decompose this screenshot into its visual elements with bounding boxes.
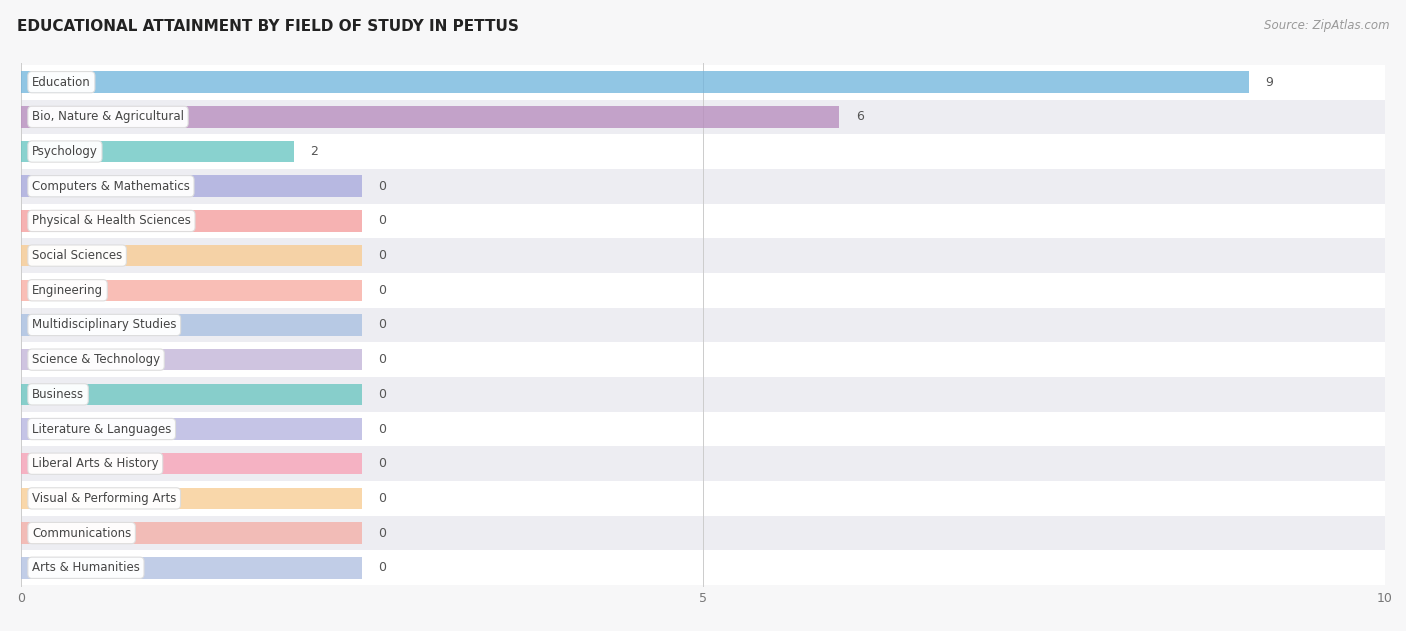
Bar	[21, 418, 363, 440]
Text: Computers & Mathematics: Computers & Mathematics	[32, 180, 190, 192]
Bar	[21, 557, 363, 579]
Bar	[21, 175, 363, 197]
Bar	[21, 384, 363, 405]
Text: 0: 0	[378, 284, 387, 297]
Text: Science & Technology: Science & Technology	[32, 353, 160, 366]
Bar	[21, 314, 363, 336]
Bar	[21, 446, 1385, 481]
Text: 0: 0	[378, 388, 387, 401]
Bar	[21, 308, 1385, 342]
Text: Physical & Health Sciences: Physical & Health Sciences	[32, 215, 191, 227]
Bar	[21, 141, 294, 162]
Text: Visual & Performing Arts: Visual & Performing Arts	[32, 492, 176, 505]
Text: Bio, Nature & Agricultural: Bio, Nature & Agricultural	[32, 110, 184, 123]
Text: Communications: Communications	[32, 527, 131, 540]
Text: EDUCATIONAL ATTAINMENT BY FIELD OF STUDY IN PETTUS: EDUCATIONAL ATTAINMENT BY FIELD OF STUDY…	[17, 19, 519, 34]
Bar	[21, 169, 1385, 204]
Text: 0: 0	[378, 457, 387, 470]
Bar	[21, 106, 839, 127]
Text: Engineering: Engineering	[32, 284, 103, 297]
Text: Education: Education	[32, 76, 91, 89]
Text: 0: 0	[378, 215, 387, 227]
Text: Multidisciplinary Studies: Multidisciplinary Studies	[32, 319, 177, 331]
Text: Literature & Languages: Literature & Languages	[32, 423, 172, 435]
Bar	[21, 522, 363, 544]
Text: 0: 0	[378, 561, 387, 574]
Text: 0: 0	[378, 423, 387, 435]
Bar	[21, 411, 1385, 446]
Bar	[21, 245, 363, 266]
Bar	[21, 134, 1385, 169]
Bar	[21, 488, 363, 509]
Bar	[21, 71, 1249, 93]
Text: 9: 9	[1265, 76, 1272, 89]
Text: Arts & Humanities: Arts & Humanities	[32, 561, 139, 574]
Text: 6: 6	[856, 110, 863, 123]
Bar	[21, 204, 1385, 239]
Bar	[21, 481, 1385, 516]
Bar	[21, 280, 363, 301]
Bar	[21, 550, 1385, 585]
Text: 0: 0	[378, 249, 387, 262]
Bar	[21, 349, 363, 370]
Text: Source: ZipAtlas.com: Source: ZipAtlas.com	[1264, 19, 1389, 32]
Text: 0: 0	[378, 180, 387, 192]
Bar	[21, 100, 1385, 134]
Bar	[21, 516, 1385, 550]
Bar	[21, 453, 363, 475]
Text: Business: Business	[32, 388, 84, 401]
Bar	[21, 273, 1385, 308]
Text: Liberal Arts & History: Liberal Arts & History	[32, 457, 159, 470]
Text: 0: 0	[378, 492, 387, 505]
Bar	[21, 210, 363, 232]
Text: 0: 0	[378, 319, 387, 331]
Bar	[21, 342, 1385, 377]
Bar	[21, 377, 1385, 411]
Bar	[21, 239, 1385, 273]
Text: 2: 2	[311, 145, 318, 158]
Text: 0: 0	[378, 353, 387, 366]
Text: Social Sciences: Social Sciences	[32, 249, 122, 262]
Text: 0: 0	[378, 527, 387, 540]
Text: Psychology: Psychology	[32, 145, 98, 158]
Bar	[21, 65, 1385, 100]
